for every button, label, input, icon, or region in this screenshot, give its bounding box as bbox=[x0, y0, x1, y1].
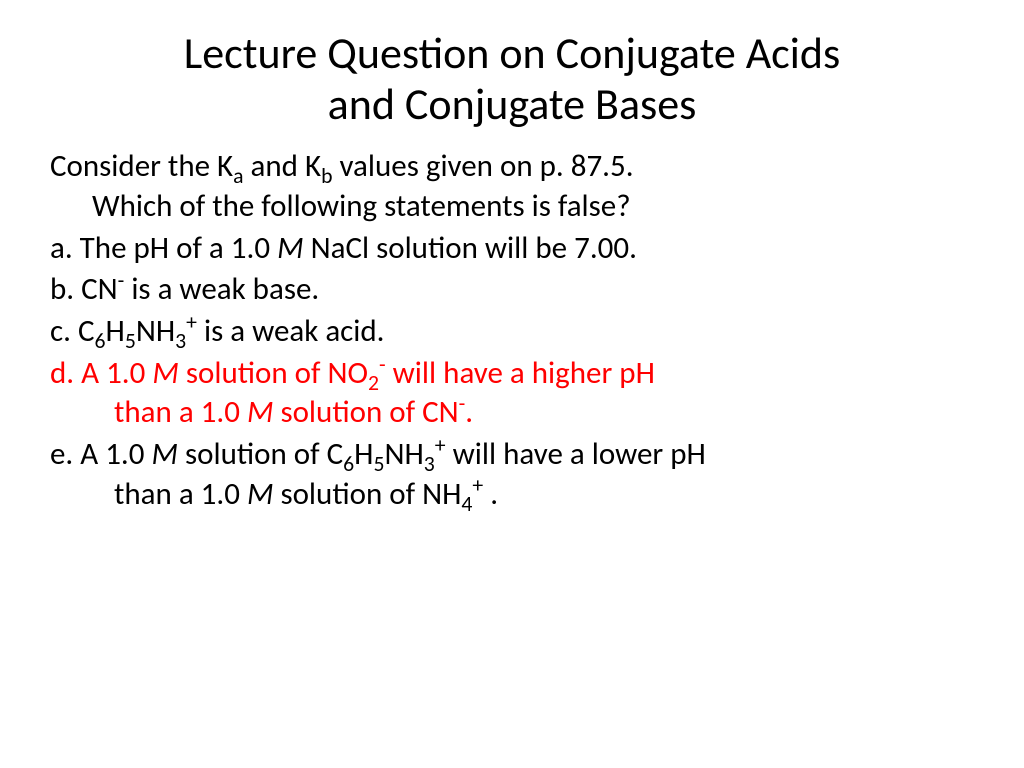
option-c-sub1: 6 bbox=[94, 327, 105, 354]
option-d-mid1: solution of NO bbox=[179, 354, 368, 392]
option-d-molarity2: M bbox=[247, 393, 274, 431]
option-d-line2: than a 1.0 M solution of CN-. bbox=[50, 393, 974, 433]
option-e-molarity1: M bbox=[151, 435, 178, 473]
option-d-mid2: will have a higher pH bbox=[386, 354, 655, 392]
option-c-mid2: NH bbox=[136, 312, 175, 350]
option-e-mid3: NH bbox=[384, 435, 423, 473]
question-prompt: Consider the Ka and Kb values given on p… bbox=[50, 147, 974, 226]
prompt-part2: and K bbox=[244, 147, 322, 185]
option-e-mid1: solution of C bbox=[178, 435, 343, 473]
option-a-molarity: M bbox=[277, 229, 304, 267]
option-c-sub2: 5 bbox=[125, 327, 136, 354]
option-b-prefix: b. CN bbox=[50, 270, 118, 308]
option-c-sub3: 3 bbox=[175, 327, 186, 354]
option-e-mid4: will have a lower pH bbox=[446, 435, 706, 473]
option-d-line2-prefix: than a 1.0 bbox=[114, 393, 247, 431]
prompt-sub-b: b bbox=[321, 162, 332, 189]
option-c-suffix: is a weak acid. bbox=[197, 312, 385, 350]
prompt-line2: Which of the following statements is fal… bbox=[50, 187, 974, 227]
prompt-part1: Consider the K bbox=[50, 147, 233, 185]
option-e-line2-sub: 4 bbox=[461, 490, 472, 517]
slide-content: Consider the Ka and Kb values given on p… bbox=[50, 147, 974, 514]
title-line-2: and Conjugate Bases bbox=[328, 77, 697, 131]
slide-title: Lecture Question on Conjugate Acids and … bbox=[50, 28, 974, 129]
option-e-line2-sup: + bbox=[472, 471, 483, 498]
option-d-sub1: 2 bbox=[368, 369, 379, 396]
option-e-sub3: 3 bbox=[424, 450, 435, 477]
option-e-mid2: H bbox=[354, 435, 373, 473]
option-e-line2-prefix: than a 1.0 bbox=[114, 475, 247, 513]
option-d-prefix: d. A 1.0 bbox=[50, 354, 152, 392]
option-a-prefix: a. The pH of a 1.0 bbox=[50, 229, 277, 267]
option-c-prefix: c. C bbox=[50, 312, 94, 350]
option-d: d. A 1.0 M solution of NO2- will have a … bbox=[50, 354, 974, 433]
option-e-prefix: e. A 1.0 bbox=[50, 435, 151, 473]
option-c-mid1: H bbox=[105, 312, 124, 350]
option-d-molarity1: M bbox=[152, 354, 179, 392]
option-d-charge1: - bbox=[379, 350, 386, 377]
option-e-molarity2: M bbox=[247, 475, 274, 513]
option-e-charge1: + bbox=[435, 432, 446, 459]
option-e: e. A 1.0 M solution of C6H5NH3+ will hav… bbox=[50, 435, 974, 514]
option-e-sub2: 5 bbox=[373, 450, 384, 477]
option-d-line2-suffix: . bbox=[465, 393, 473, 431]
title-line-1: Lecture Question on Conjugate Acids bbox=[184, 26, 840, 80]
option-e-line2-mid: solution of NH bbox=[273, 475, 461, 513]
prompt-sub-a: a bbox=[233, 162, 243, 189]
option-b-suffix: is a weak base. bbox=[124, 270, 319, 308]
option-c: c. C6H5NH3+ is a weak acid. bbox=[50, 312, 974, 352]
option-e-line2-suffix: . bbox=[483, 475, 498, 513]
option-e-sub1: 6 bbox=[343, 450, 354, 477]
option-a-suffix: NaCl solution will be 7.00. bbox=[304, 229, 637, 267]
option-a: a. The pH of a 1.0 M NaCl solution will … bbox=[50, 229, 974, 269]
option-e-line2: than a 1.0 M solution of NH4+ . bbox=[50, 475, 974, 515]
option-d-line2-mid: solution of CN bbox=[273, 393, 458, 431]
prompt-part3: values given on p. 87.5. bbox=[332, 147, 633, 185]
option-c-charge: + bbox=[186, 309, 197, 336]
option-b: b. CN- is a weak base. bbox=[50, 270, 974, 310]
